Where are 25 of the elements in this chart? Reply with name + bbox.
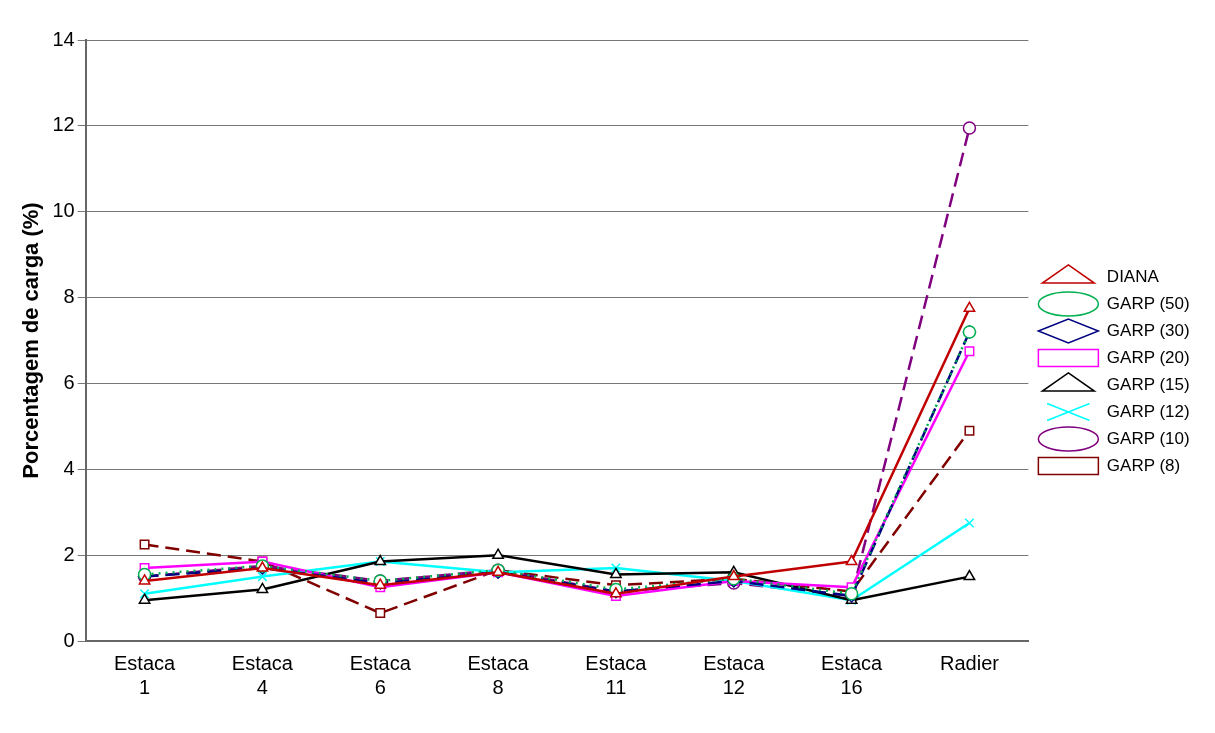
x-tick-label: Estaca 6	[349, 651, 412, 698]
legend-label: GARP (30)	[1106, 320, 1190, 340]
x-tick-label: Radier	[939, 651, 1000, 674]
legend-label: GARP (12)	[1106, 401, 1190, 421]
y-tick-label: 0	[63, 628, 75, 651]
y-tick-label: 12	[52, 113, 75, 136]
x-tick-label: Estaca 8	[467, 651, 530, 698]
legend-label: GARP (20)	[1106, 347, 1190, 367]
legend-label: GARP (10)	[1106, 428, 1190, 448]
legend-label: GARP (15)	[1106, 374, 1190, 394]
x-tick-label: Estaca 1	[113, 651, 177, 698]
y-tick-label: 14	[52, 27, 75, 50]
x-tick-label: Estaca 11	[585, 651, 648, 698]
x-tick-label: Estaca 16	[821, 651, 884, 698]
y-tick-label: 10	[52, 199, 75, 222]
y-axis-title: Porcentagem de carga (%)	[18, 202, 44, 479]
y-tick-label: 2	[63, 542, 75, 565]
x-tick-label: Estaca 12	[703, 651, 766, 698]
y-tick-label: 4	[63, 456, 75, 479]
legend-label: GARP (50)	[1106, 293, 1190, 313]
x-tick-label: Estaca 4	[231, 651, 294, 698]
y-tick-label: 6	[63, 370, 75, 393]
y-tick-label: 8	[63, 285, 75, 308]
legend-label: DIANA	[1106, 266, 1160, 286]
legend-label: GARP (8)	[1106, 455, 1181, 475]
